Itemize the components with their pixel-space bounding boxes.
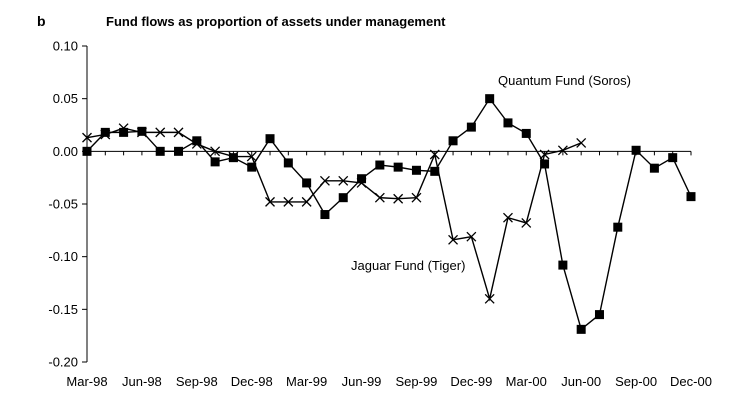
data-point [100,127,110,137]
data-point [210,157,220,167]
data-point [283,158,293,168]
data-point [155,146,165,156]
data-point [174,146,184,156]
data-point [100,129,111,140]
data-point [82,132,92,143]
x-tick-label: Jun-98 [122,374,162,389]
data-point [210,146,221,157]
data-point [429,149,440,160]
y-tick-label: -0.05 [48,197,78,212]
data-point [503,118,513,128]
data-point [411,192,422,203]
chart-title: Fund flows as proportion of assets under… [106,14,446,29]
x-tick-label: Dec-99 [450,374,492,389]
data-point [228,151,239,162]
data-point [137,126,147,136]
y-tick-label: 0.10 [53,39,78,54]
data-point [173,127,184,138]
x-tick-label: Sep-00 [615,374,657,389]
data-point [448,234,459,245]
data-point [319,175,330,186]
y-tick-label: -0.15 [48,302,78,317]
series-line [86,97,692,331]
x-tick-label: Sep-99 [395,374,437,389]
data-point [265,196,275,207]
y-tick-label: 0.05 [53,91,78,106]
data-point [521,218,532,228]
series-quantum-fund [82,94,696,334]
data-point [411,165,421,175]
data-point [613,222,623,232]
data-point [576,324,586,334]
data-point [631,145,641,155]
data-point [301,196,312,207]
data-point [192,136,202,146]
data-point [356,177,367,188]
data-point [119,127,129,137]
data-point [466,122,476,132]
data-point [136,127,147,138]
data-point [686,192,696,202]
data-point [484,293,495,304]
data-point [247,162,257,172]
data-point [430,166,440,176]
data-point [540,159,550,169]
series-line [86,127,582,302]
data-point [576,137,587,148]
x-tick-label: Jun-00 [561,374,601,389]
x-tick-label: Sep-98 [176,374,218,389]
data-point [265,134,275,144]
series-layer [82,94,696,334]
data-point [521,128,531,138]
data-point [228,153,238,163]
data-point [283,196,294,207]
y-axis: 0.10 0.05 0.00 -0.05 -0.10 -0.15 -0.20 [48,39,88,370]
annotation-quantum-fund: Quantum Fund (Soros) [498,73,631,88]
data-point [448,136,458,146]
x-tick-label: Dec-98 [231,374,273,389]
data-point [338,175,349,186]
x-axis: Mar-98 Jun-98 Sep-98 Dec-98 Mar-99 Jun-99 Sep-… [66,150,712,389]
data-point [539,149,550,160]
data-point [246,151,257,162]
data-point [393,193,404,204]
x-tick-label: Mar-00 [506,374,547,389]
data-point [375,160,385,170]
y-tick-label: 0.00 [53,144,78,159]
y-tick-label: -0.10 [48,249,78,264]
x-tick-label: Dec-00 [670,374,712,389]
data-point [374,192,385,203]
data-point [118,123,129,134]
y-tick-label: -0.20 [48,355,78,370]
data-point [191,139,202,149]
data-point [357,174,367,184]
data-point [668,153,678,163]
data-point [155,127,166,138]
data-point [466,231,477,242]
data-point [302,178,312,188]
data-point [393,162,403,172]
data-point [338,193,348,203]
data-point [320,210,330,220]
data-point [485,94,495,104]
data-point [594,310,604,320]
data-point [558,260,568,270]
x-tick-label: Mar-98 [66,374,107,389]
panel-label: b [37,13,46,29]
x-tick-label: Jun-99 [342,374,382,389]
data-point [503,212,513,223]
data-point [557,145,568,156]
annotation-jaguar-fund: Jaguar Fund (Tiger) [351,258,465,273]
series-jaguar-fund [82,123,587,304]
x-tick-label: Mar-99 [286,374,327,389]
data-point [649,163,659,173]
data-point [82,146,92,156]
